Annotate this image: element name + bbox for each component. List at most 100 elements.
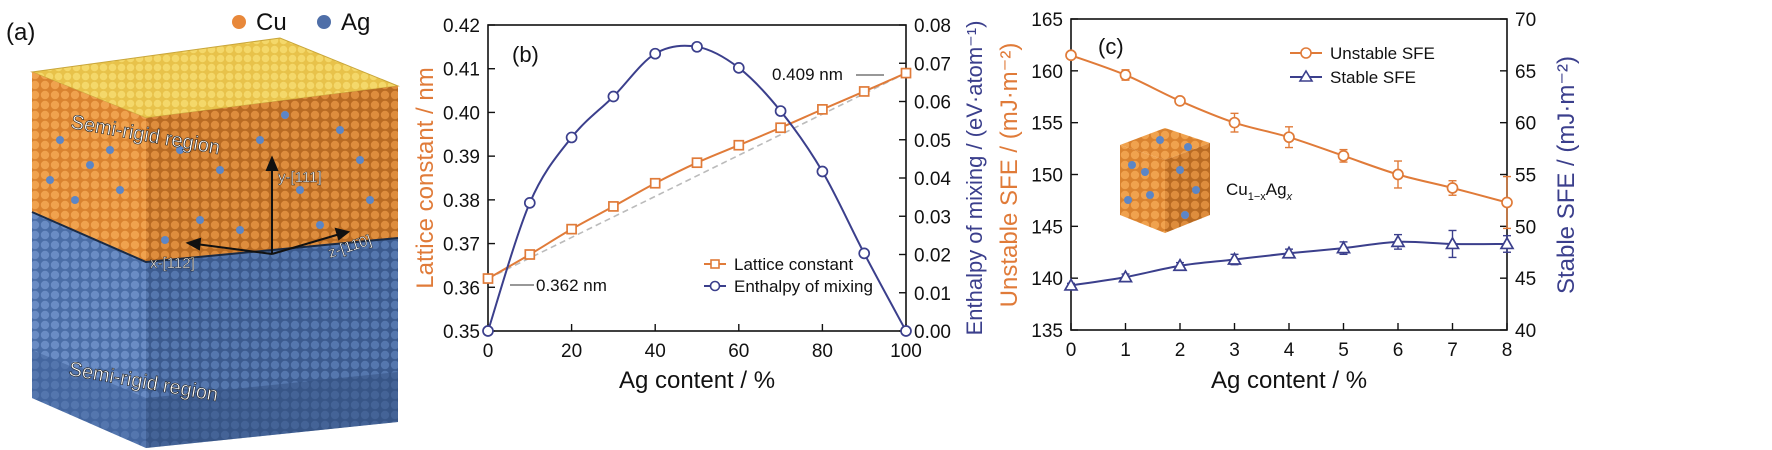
- panel-b-label: (b): [512, 42, 539, 67]
- panel-c-label: (c): [1098, 34, 1124, 59]
- xlabel-c: Ag content / %: [1211, 367, 1367, 394]
- data-point-enthalpy-of-mixing: [691, 40, 703, 53]
- ylabel-left-c: Unstable SFE / (mJ·m⁻²): [996, 43, 1023, 308]
- data-point-stable-sfe: [1499, 236, 1515, 250]
- x-tick-label: 4: [1284, 340, 1295, 361]
- cu-legend-label: Cu: [256, 9, 287, 36]
- xlabel-b: Ag content / %: [619, 367, 775, 394]
- y-left-tick-label: 155: [1031, 114, 1063, 135]
- ag-legend-marker: [317, 15, 331, 29]
- y-left-tick-label: 145: [1031, 217, 1063, 238]
- bottom-band-right: [146, 372, 398, 448]
- x-tick-label: 20: [561, 341, 582, 362]
- x-tick-label: 3: [1229, 340, 1240, 361]
- cu-legend-marker: [232, 15, 246, 29]
- data-point-unstable-sfe: [1501, 196, 1513, 209]
- annotation-0362: 0.362 nm: [536, 276, 607, 295]
- x-tick-label: 5: [1338, 340, 1349, 361]
- x-tick-label: 1: [1120, 340, 1131, 361]
- x-tick-label: 8: [1502, 340, 1513, 361]
- data-point-stable-sfe: [1063, 277, 1079, 291]
- y-right-tick-label: 0.00: [914, 322, 951, 343]
- data-point-enthalpy-of-mixing: [774, 105, 787, 117]
- y-left-tick-label: 160: [1031, 62, 1063, 83]
- y-left-tick-label: 135: [1031, 321, 1063, 342]
- x-tick-label: 80: [812, 341, 833, 362]
- data-point-lattice-constant: [482, 273, 494, 284]
- data-point-stable-sfe: [1281, 245, 1297, 259]
- y-right-tick-label: 60: [1515, 114, 1536, 135]
- data-point-enthalpy-of-mixing: [816, 165, 829, 178]
- data-point-enthalpy-of-mixing: [649, 47, 662, 60]
- data-point-enthalpy-of-mixing: [732, 61, 745, 74]
- legend-c-series-0: Unstable SFE: [1330, 44, 1435, 63]
- data-point-enthalpy-of-mixing: [523, 197, 536, 209]
- axis-x-label: x-[112̄]: [150, 255, 195, 272]
- x-tick-label: 60: [728, 341, 749, 362]
- data-point-unstable-sfe: [1337, 149, 1350, 162]
- data-point-lattice-constant: [524, 249, 536, 260]
- y-right-tick-label: 40: [1515, 321, 1536, 342]
- ylabel-left-b: Lattice constant / nm: [412, 67, 439, 288]
- data-point-lattice-constant: [900, 67, 912, 79]
- y-right-tick-label: 0.08: [914, 16, 951, 37]
- x-tick-label: 100: [890, 341, 922, 362]
- y-left-tick-label: 0.42: [443, 16, 480, 37]
- y-left-tick-label: 165: [1031, 10, 1063, 31]
- y-right-tick-label: 0.01: [914, 284, 951, 305]
- ylabel-right-b: Enthalpy of mixing / (eV·atom⁻¹): [962, 21, 987, 336]
- y-left-tick-label: 0.41: [443, 60, 480, 81]
- data-point-enthalpy-of-mixing: [900, 325, 912, 337]
- y-right-tick-label: 0.03: [914, 207, 951, 228]
- data-point-unstable-sfe: [1283, 131, 1295, 144]
- data-point-lattice-constant: [733, 139, 745, 151]
- data-point-stable-sfe: [1390, 234, 1406, 248]
- plot-area-b: [482, 40, 912, 337]
- ag-solute-atoms: [46, 111, 374, 244]
- data-point-unstable-sfe: [1174, 95, 1186, 107]
- data-point-unstable-sfe: [1228, 116, 1241, 129]
- data-point-stable-sfe: [1118, 269, 1133, 283]
- y-right-tick-label: 70: [1515, 10, 1536, 31]
- data-point-enthalpy-of-mixing: [858, 247, 871, 260]
- ylabel-right-c: Stable SFE / (mJ·m⁻²): [1553, 56, 1580, 294]
- y-right-tick-label: 0.07: [914, 54, 951, 75]
- y-right-tick-label: 65: [1515, 62, 1536, 83]
- data-point-enthalpy-of-mixing: [607, 90, 620, 103]
- panel-b: 0 20 40 60 80 100 0.35 0.36 0.37 0.38 0.39 0.40 0.41…: [412, 16, 987, 394]
- x-tick-label: 2: [1175, 340, 1186, 361]
- legend-c-series-1: Stable SFE: [1330, 68, 1416, 87]
- data-point-lattice-constant: [817, 104, 828, 115]
- y-left-tick-label: 140: [1031, 269, 1063, 290]
- panel-a: (a) Cu Ag: [6, 9, 400, 448]
- y-left-tick-label: 0.36: [443, 278, 480, 299]
- legend-b-series-1: Enthalpy of mixing: [734, 277, 873, 296]
- x-tick-label: 7: [1447, 340, 1458, 361]
- data-point-lattice-constant: [566, 223, 577, 235]
- data-point-stable-sfe: [1336, 240, 1351, 254]
- reference-line: [487, 72, 907, 280]
- x-tick-label: 40: [645, 341, 666, 362]
- data-point-lattice-constant: [691, 157, 703, 169]
- axis-y-label: y-[111]: [278, 169, 322, 186]
- data-point-stable-sfe: [1227, 251, 1242, 265]
- x-tick-label: 6: [1393, 340, 1404, 361]
- legend-b-series-0: Lattice constant: [734, 255, 853, 274]
- data-point-unstable-sfe: [1065, 49, 1077, 62]
- y-left-tick-label: 0.38: [443, 191, 480, 212]
- data-point-stable-sfe: [1445, 236, 1460, 250]
- interface-edge: [31, 211, 399, 264]
- y-right-tick-label: 50: [1515, 217, 1536, 238]
- data-point-enthalpy-of-mixing: [482, 325, 494, 337]
- plot-area-c: [1063, 49, 1515, 291]
- x-tick-label: 0: [1066, 340, 1077, 361]
- axis-ticks-c: 0 1 2 3 4 5 6 7 81351401451501551601654045505560…: [1031, 10, 1536, 361]
- y-right-tick-label: 45: [1515, 269, 1536, 290]
- panel-a-label: (a): [6, 19, 35, 46]
- y-right-tick-label: 0.06: [914, 93, 951, 114]
- y-right-tick-label: 0.04: [914, 169, 951, 190]
- panel-c: 0 1 2 3 4 5 6 7 81351401451501551601654045505560…: [996, 10, 1580, 394]
- data-point-unstable-sfe: [1446, 182, 1459, 194]
- bottom-band: [32, 350, 146, 448]
